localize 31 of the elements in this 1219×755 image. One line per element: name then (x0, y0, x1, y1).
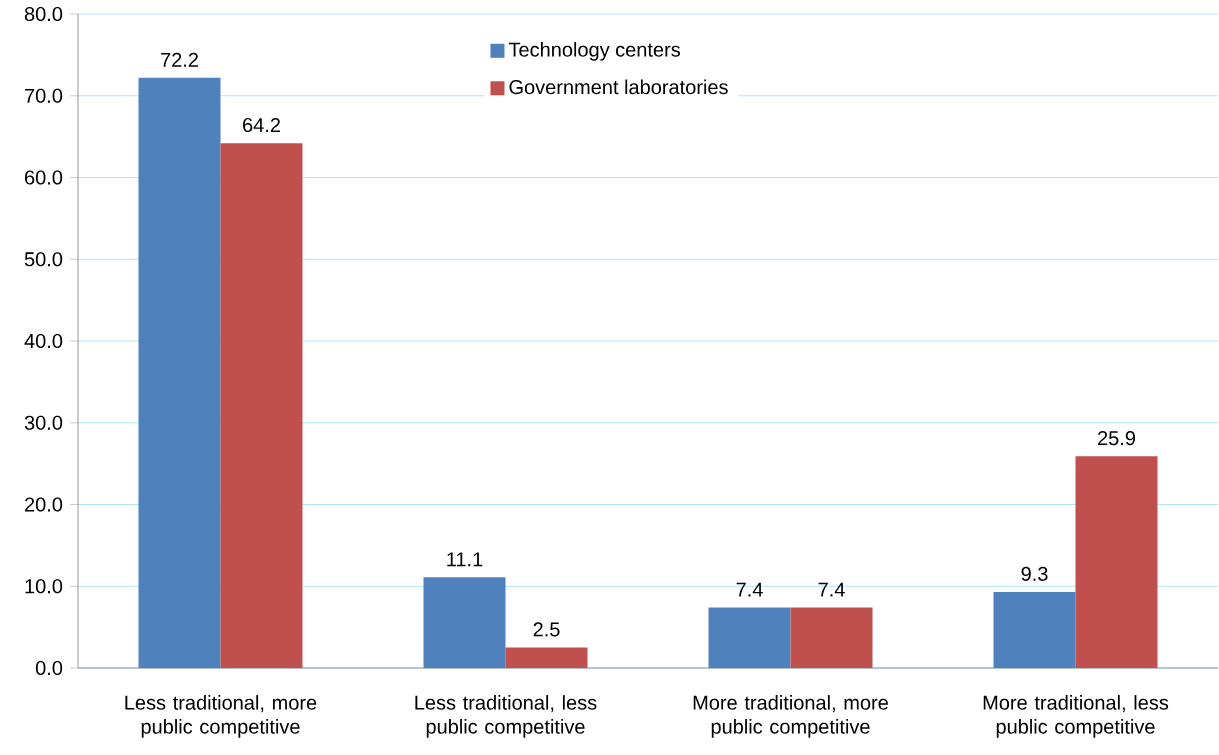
y-tick-label: 70.0 (25, 88, 63, 103)
y-tick-label: 50.0 (24, 252, 63, 267)
legend-label: Technology centers (508, 42, 681, 61)
y-tick-label: 10.0 (25, 579, 63, 594)
bar (220, 143, 303, 668)
y-tick-label: 60.0 (25, 170, 63, 185)
data-label: 11.1 (447, 552, 483, 567)
data-label: 64.2 (243, 117, 280, 133)
bar (138, 77, 221, 668)
data-label: 7.4 (736, 582, 763, 597)
y-tick-label: 0.0 (35, 660, 63, 676)
data-label: 2.5 (533, 622, 560, 637)
x-tick-label: More traditional, less public competitive (983, 695, 1169, 738)
x-tick-label: Less traditional, less public competitive (415, 695, 597, 738)
y-tick-label: 30.0 (24, 415, 63, 430)
bar (790, 607, 873, 668)
bar (505, 647, 588, 668)
bar (993, 591, 1076, 668)
legend-label: Government laboratories (509, 79, 728, 95)
data-label: 25.9 (1098, 431, 1136, 446)
y-tick-label: 20.0 (25, 497, 63, 512)
bar (423, 577, 506, 668)
x-tick-label: More traditional, more public competitive (693, 695, 888, 738)
bar (708, 607, 791, 668)
data-label: 9.3 (1021, 566, 1048, 581)
bar (1075, 456, 1158, 668)
y-tick-label: 40.0 (24, 333, 63, 349)
y-tick-label: 80.0 (24, 6, 63, 22)
data-label: 7.4 (818, 582, 845, 597)
data-label: 72.2 (161, 52, 198, 67)
x-tick-label: Less traditional, more public competitive (125, 695, 317, 738)
